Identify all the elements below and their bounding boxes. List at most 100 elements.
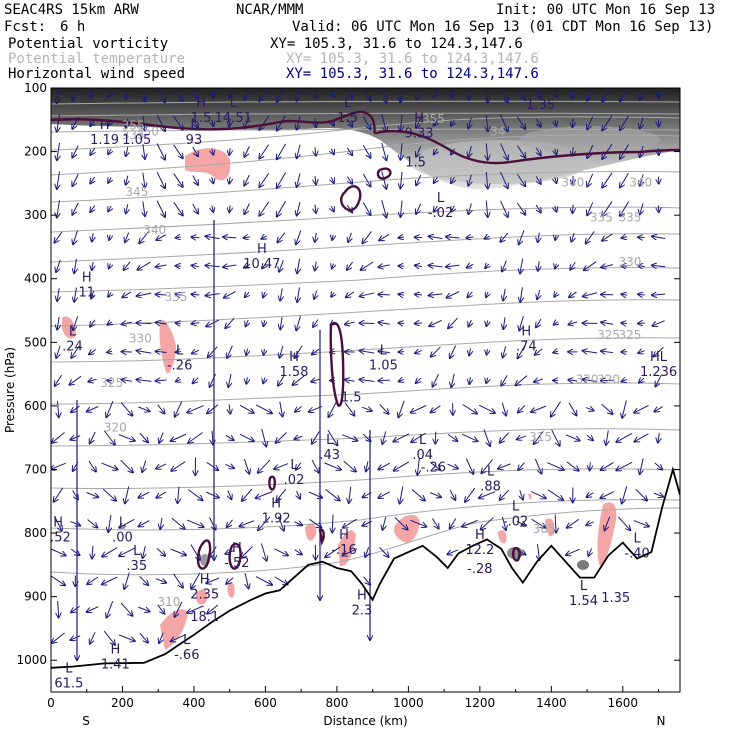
theta-contour-label: 325	[100, 376, 123, 390]
wind-vector	[360, 351, 375, 353]
wind-vector	[568, 380, 578, 381]
wind-vector	[381, 142, 387, 160]
wind-vector	[586, 231, 595, 243]
wind-vector	[274, 576, 288, 585]
wind-vector	[176, 352, 181, 353]
wind-vector	[212, 205, 214, 212]
wind-vector	[640, 117, 643, 128]
theta-contour-label: 335	[590, 211, 613, 225]
wind-vector	[90, 148, 94, 155]
wind-vector	[362, 116, 370, 129]
wind-vector	[206, 491, 219, 498]
wind-vector	[122, 322, 132, 324]
wind-vector	[224, 291, 236, 298]
wind-vector	[568, 322, 578, 325]
wind-vector	[400, 88, 402, 102]
wind-vector	[223, 237, 237, 238]
wind-vector	[538, 261, 539, 270]
wind-vector	[90, 90, 94, 98]
wind-vector	[156, 380, 167, 381]
wind-vector	[570, 261, 576, 270]
wind-vector	[108, 149, 111, 154]
wind-vector	[587, 116, 594, 130]
wind-vector	[90, 176, 94, 184]
wind-vector	[520, 258, 523, 274]
wind-vector	[640, 203, 643, 214]
wind-vector	[191, 237, 200, 238]
wind-vector	[297, 490, 301, 499]
wind-vector	[157, 404, 165, 414]
wind-vector	[517, 436, 527, 440]
wind-vector	[315, 204, 316, 213]
wind-vector	[206, 294, 220, 296]
wind-vector	[246, 348, 247, 356]
wind-vector	[634, 433, 649, 442]
wind-vector	[209, 517, 215, 529]
wind-vector	[122, 291, 132, 298]
wind-vector	[120, 602, 132, 616]
wind-vector	[572, 90, 573, 98]
wind-vector	[262, 264, 266, 269]
wind-vector	[415, 265, 423, 266]
wind-vector	[363, 576, 371, 585]
wind-vector	[331, 92, 334, 97]
wind-vector	[297, 287, 299, 302]
wind-vector	[605, 516, 611, 531]
wind-vector	[381, 88, 387, 103]
wind-vector	[52, 632, 65, 643]
wind-vector	[176, 237, 181, 238]
wind-vector	[57, 200, 60, 217]
wind-vector	[102, 488, 116, 501]
wind-vector	[381, 200, 387, 217]
wind-vector	[606, 430, 608, 445]
y-tick-label: 700	[24, 462, 47, 476]
wind-vector	[345, 380, 355, 382]
wind-vector	[314, 290, 317, 299]
negative-pv-shading	[227, 582, 235, 598]
wind-vector	[516, 116, 525, 129]
wind-vector	[260, 543, 266, 561]
wind-vector	[431, 405, 441, 413]
wind-vector	[601, 462, 614, 471]
wind-vector	[400, 143, 402, 159]
theta-contour	[51, 100, 680, 105]
theta-contour-label: 320	[576, 373, 599, 387]
x-tick-label: 600	[254, 696, 277, 710]
wind-vector	[451, 177, 454, 183]
field-xy-pv: XY= 105.3, 31.6 to 124.3,147.6	[270, 36, 523, 52]
y-tick-label: 400	[24, 272, 47, 286]
theta-contour	[51, 499, 680, 531]
wind-vector	[108, 206, 111, 211]
wind-vector	[536, 176, 540, 183]
wind-vector	[315, 90, 316, 98]
extremum-value: -.02	[428, 206, 453, 221]
wind-vector	[311, 459, 319, 473]
wind-vector	[640, 174, 643, 186]
wind-vector	[465, 458, 473, 474]
wind-vector	[378, 491, 391, 498]
wind-vector	[139, 231, 150, 244]
wind-vector	[430, 462, 440, 470]
wind-vector	[87, 606, 99, 612]
wind-vector	[109, 235, 110, 240]
wind-vector	[587, 88, 594, 101]
x-tick-label: 1400	[536, 696, 567, 710]
wind-vector	[279, 260, 284, 271]
wind-vector	[205, 265, 220, 266]
wind-vector	[294, 550, 302, 555]
wind-vector	[55, 374, 63, 386]
wind-vector	[566, 548, 580, 555]
wind-vector	[56, 345, 60, 358]
wind-vector	[187, 605, 204, 613]
wind-vector	[207, 404, 219, 414]
theta-contour-label: 330	[619, 255, 642, 269]
wind-vector	[410, 519, 426, 526]
wind-vector	[191, 572, 201, 588]
extremum-marker: L	[512, 500, 520, 515]
wind-vector	[239, 433, 254, 441]
wind-vector	[634, 405, 649, 412]
wind-vector	[206, 236, 220, 238]
extremum-value: 9.33	[405, 127, 434, 142]
